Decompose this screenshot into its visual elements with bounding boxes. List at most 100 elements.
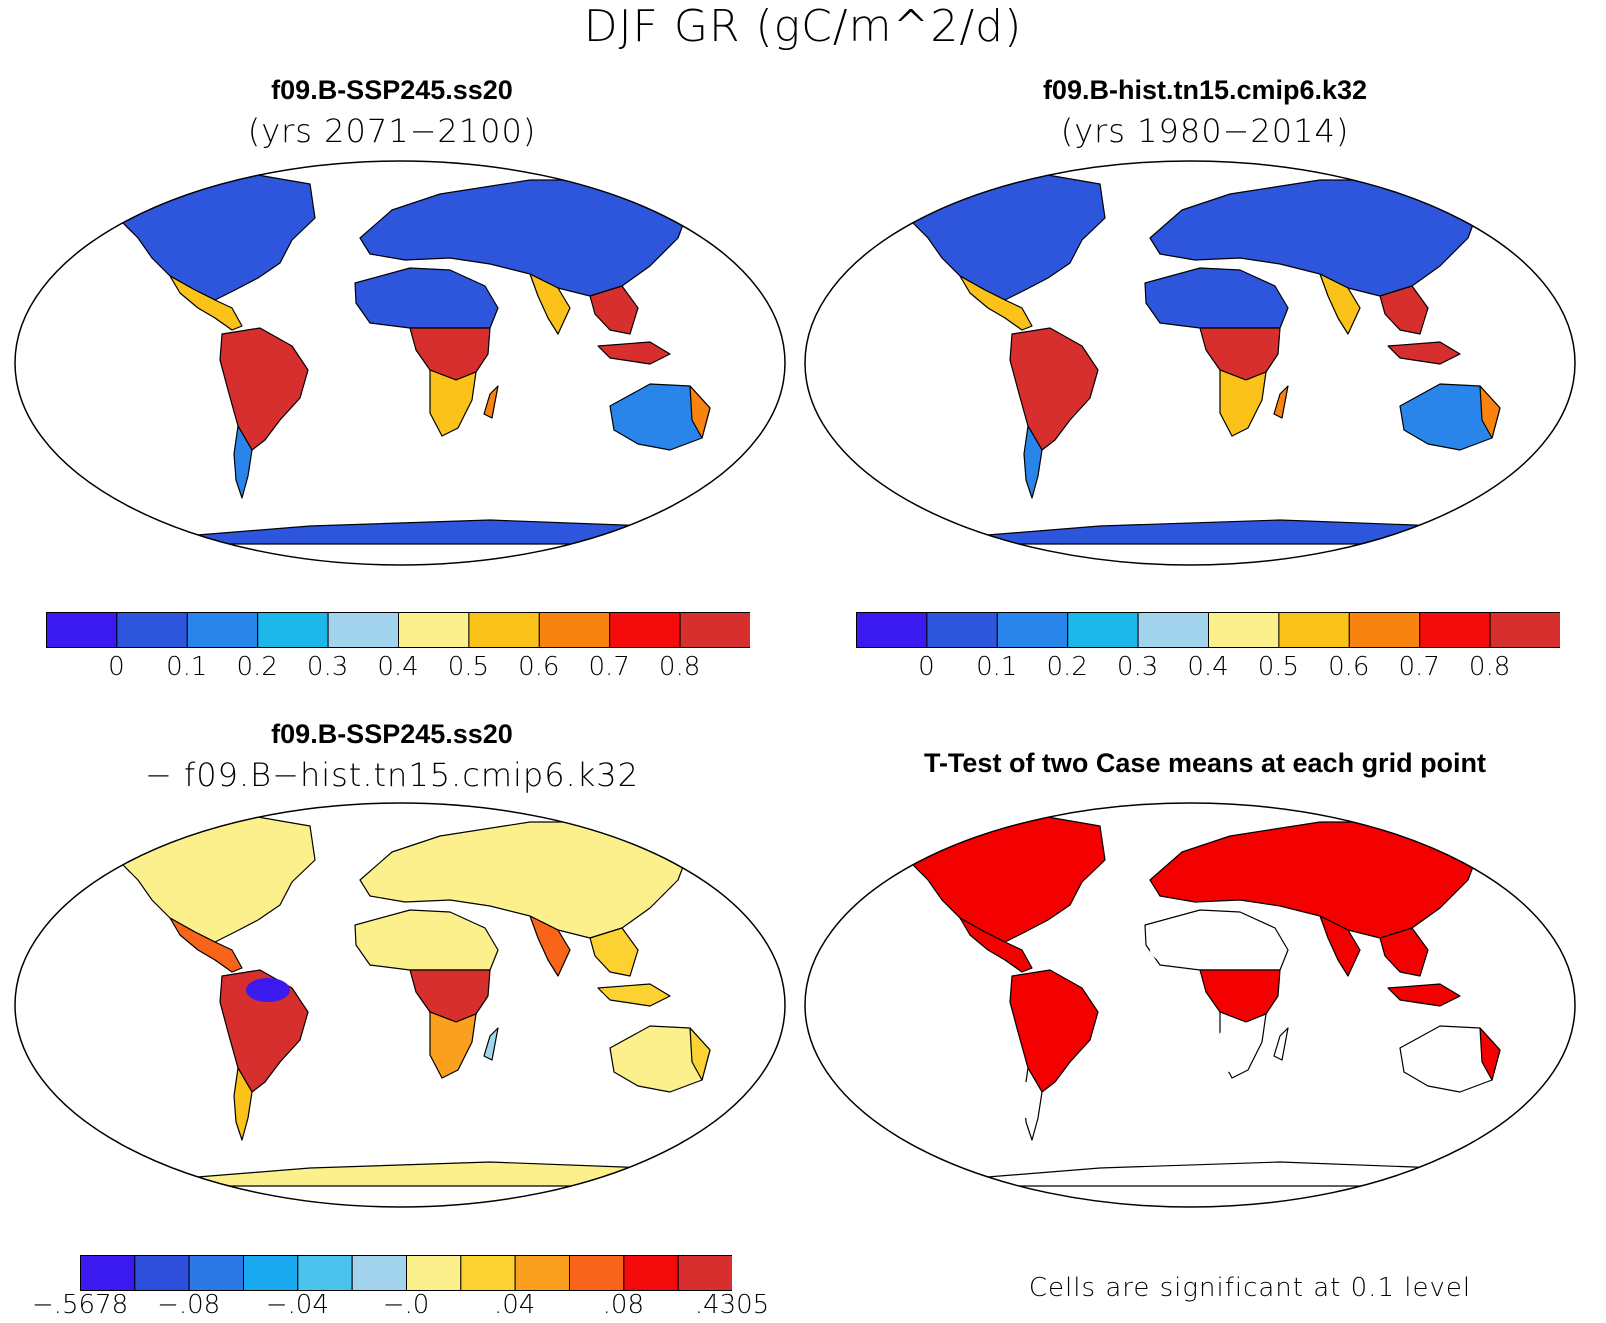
colorbar-tick-label: 0.2 <box>236 652 278 682</box>
colorbar-box <box>351 1255 407 1291</box>
colorbar-tick-label: 0.1 <box>166 652 208 682</box>
map-ttest <box>804 802 1576 1208</box>
region-south-asia <box>1319 915 1361 977</box>
colorbar-box <box>1137 612 1210 648</box>
colorbar-tick-label: 0.6 <box>1328 652 1370 682</box>
colorbar-tick-label: 0 <box>918 652 935 682</box>
panel1-subtitle: (yrs 2071−2100) <box>247 112 537 150</box>
colorbar-difference-labels: −.5678 −.08 −.04 −.0 .04 .08 .4305 <box>32 1290 769 1322</box>
region-southeast-asia <box>1379 927 1461 1007</box>
region-south-america <box>1009 969 1099 1093</box>
region-southeast-asia <box>589 927 671 1007</box>
colorbar-box <box>1348 612 1421 648</box>
region-central-america <box>169 275 243 331</box>
panel3-subtitle: − f09.B−hist.tn15.cmip6.k32 <box>145 756 639 794</box>
non-significant-area <box>1018 1082 1034 1118</box>
region-central-america <box>959 917 1033 973</box>
map-border <box>14 160 786 566</box>
colorbar-box <box>538 612 611 648</box>
colorbar-box <box>1419 612 1491 648</box>
colorbar-tick-label: 0.4 <box>1187 652 1229 682</box>
colorbar-box <box>398 612 470 648</box>
colorbar-tick-label: −.08 <box>157 1290 221 1320</box>
region-australia-east <box>1479 385 1501 439</box>
region-south-america <box>219 327 309 451</box>
colorbar-box <box>243 1255 299 1291</box>
colorbar-box <box>297 1255 353 1291</box>
colorbar-box <box>623 1255 679 1291</box>
region-south-america-south <box>233 425 253 499</box>
colorbar-tick-label: .08 <box>602 1290 645 1320</box>
colorbar-box <box>677 1255 732 1291</box>
colorbar-difference <box>80 1255 732 1291</box>
region-south-america-south <box>233 1067 253 1141</box>
colorbar-box <box>1067 612 1139 648</box>
colorbar-ssp245 <box>46 612 750 648</box>
region-madagascar <box>1273 1027 1289 1061</box>
region-central-america <box>959 275 1033 331</box>
colorbar-box <box>186 612 259 648</box>
region-south-asia <box>1319 273 1361 335</box>
panel2-subtitle: (yrs 1980−2014) <box>1060 112 1350 150</box>
region-australia-east <box>689 385 711 439</box>
colorbar-tick-label: .04 <box>493 1290 536 1320</box>
colorbar-box <box>80 1255 136 1291</box>
colorbar-box <box>1278 612 1350 648</box>
colorbar-tick-label: 0.3 <box>1116 652 1159 682</box>
colorbar-tick-label: −.04 <box>265 1290 329 1320</box>
region-madagascar <box>483 1027 499 1061</box>
figure-title: DJF GR (gC/m^2/d) <box>583 1 1023 52</box>
non-significant-area <box>1214 1028 1246 1072</box>
colorbar-box <box>609 612 681 648</box>
colorbar-tick-label: 0.5 <box>447 652 490 682</box>
region-africa-south <box>429 369 477 437</box>
colorbar-tick-label: 0.5 <box>1257 652 1300 682</box>
colorbar-tick-label: −.5678 <box>31 1290 129 1320</box>
region-australia-east <box>689 1027 711 1081</box>
colorbar-tick-label: −.0 <box>382 1290 430 1320</box>
region-southeast-asia <box>589 285 671 365</box>
colorbar-box <box>134 1255 190 1291</box>
colorbar-tick-label: 0.6 <box>518 652 560 682</box>
colorbar-box <box>188 1255 244 1291</box>
panel2-title: f09.B-hist.tn15.cmip6.k32 <box>1042 75 1368 105</box>
colorbar-tick-label: 0.7 <box>1398 652 1440 682</box>
non-significant-area <box>1150 936 1210 964</box>
colorbar-box <box>1489 612 1560 648</box>
colorbar-box <box>460 1255 516 1291</box>
colorbar-hist-labels: 0 0.1 0.2 0.3 0.4 0.5 0.6 0.7 0.8 <box>856 652 1560 688</box>
colorbar-box <box>468 612 540 648</box>
colorbar-box <box>406 1255 462 1291</box>
colorbar-box <box>569 1255 625 1291</box>
colorbar-tick-label: 0.7 <box>588 652 630 682</box>
region-australia-east <box>1479 1027 1501 1081</box>
non-significant-area <box>1406 1042 1474 1078</box>
colorbar-tick-label: 0.3 <box>306 652 349 682</box>
colorbar-tick-label: 0.1 <box>976 652 1018 682</box>
region-madagascar <box>483 385 499 419</box>
region-south-america-south <box>1023 425 1043 499</box>
colorbar-tick-label: .4305 <box>694 1290 770 1320</box>
non-significant-area <box>1218 940 1262 960</box>
region-south-america <box>1009 327 1099 451</box>
region-south-asia <box>529 273 571 335</box>
colorbar-ssp245-labels: 0 0.1 0.2 0.3 0.4 0.5 0.6 0.7 0.8 <box>46 652 750 688</box>
colorbar-box <box>856 612 928 648</box>
map-border <box>14 802 786 1208</box>
ttest-footnote: Cells are significant at 0.1 level <box>1028 1273 1472 1303</box>
panel3-title: f09.B-SSP245.ss20 <box>271 719 513 749</box>
colorbar-box <box>116 612 188 648</box>
colorbar-tick-label: 0.2 <box>1046 652 1088 682</box>
colorbar-box <box>514 1255 570 1291</box>
colorbar-box <box>996 612 1069 648</box>
map-ssp245 <box>14 160 786 566</box>
region-africa-south <box>1219 369 1267 437</box>
colorbar-box <box>46 612 118 648</box>
region-southeast-asia <box>1379 285 1461 365</box>
region-south-asia <box>529 915 571 977</box>
colorbar-hist <box>856 612 1560 648</box>
colorbar-tick-label: 0 <box>108 652 125 682</box>
colorbar-box <box>1208 612 1280 648</box>
panel1-title: f09.B-SSP245.ss20 <box>271 75 513 105</box>
colorbar-tick-label: 0.4 <box>377 652 419 682</box>
